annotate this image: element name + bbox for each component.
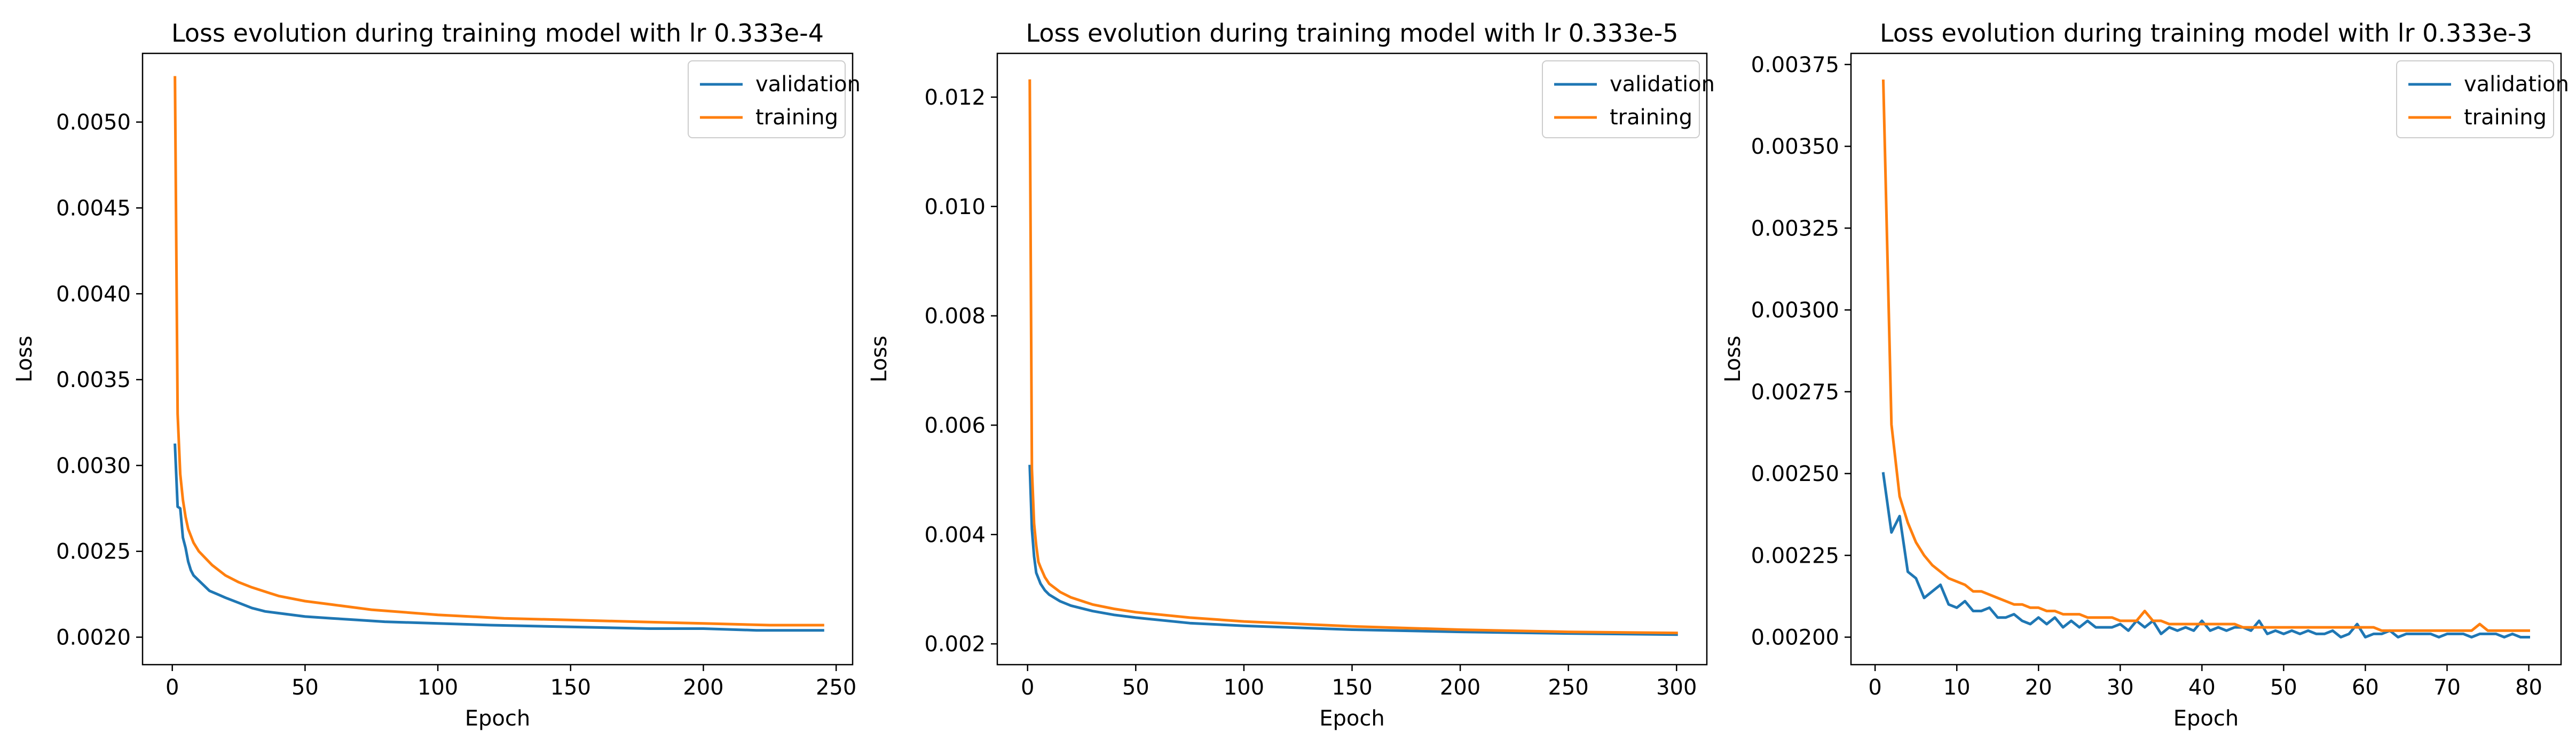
legend-label-validation: validation bbox=[1610, 72, 1715, 97]
x-tick-label: 200 bbox=[1440, 675, 1480, 700]
y-tick-label: 0.0050 bbox=[56, 111, 131, 135]
series-line-validation bbox=[174, 443, 824, 632]
series-group bbox=[1881, 79, 2530, 638]
y-tick-label: 0.0025 bbox=[56, 540, 131, 564]
x-axis-label: Epoch bbox=[1319, 706, 1384, 731]
series-line-training bbox=[1881, 79, 2530, 632]
chart-panel-1: 0 50 100 150 200 250 0.0020 0.0025 0.0030 0.0035 0… bbox=[12, 19, 861, 731]
y-tick-label: 0.008 bbox=[924, 304, 986, 329]
y-tick-label: 0.00275 bbox=[1751, 380, 1839, 405]
x-tick-label: 250 bbox=[1548, 675, 1589, 700]
y-axis-label: Loss bbox=[12, 336, 37, 383]
y-tick-label: 0.0030 bbox=[56, 454, 131, 478]
y-tick-label: 0.0020 bbox=[56, 626, 131, 650]
x-tick-label: 0 bbox=[1868, 675, 1881, 700]
y-axis-label: Loss bbox=[1721, 336, 1745, 383]
chart-title: Loss evolution during training model wit… bbox=[1026, 19, 1679, 48]
legend-label-training: training bbox=[755, 105, 838, 130]
chart-title: Loss evolution during training model wit… bbox=[1880, 19, 2532, 48]
chart-panel-3: 0 10 20 30 40 50 60 70 80 0.00200 0.00225 0.00250 0.… bbox=[1721, 19, 2569, 731]
y-tick-label: 0.002 bbox=[924, 632, 986, 657]
x-tick-label: 150 bbox=[550, 675, 591, 700]
x-tick-label: 100 bbox=[417, 675, 458, 700]
series-line-training bbox=[1028, 79, 1678, 635]
x-tick-label: 30 bbox=[2107, 675, 2134, 700]
y-tick-label: 0.00250 bbox=[1751, 462, 1839, 486]
series-group bbox=[1028, 79, 1678, 636]
x-tick-label: 50 bbox=[1122, 675, 1149, 700]
x-tick-label: 150 bbox=[1332, 675, 1372, 700]
y-tick-label: 0.0045 bbox=[56, 196, 131, 220]
x-axis-label: Epoch bbox=[465, 706, 530, 731]
series-group bbox=[174, 76, 824, 632]
legend-label-training: training bbox=[2464, 105, 2547, 130]
x-tick-label: 0 bbox=[1021, 675, 1034, 700]
x-tick-label: 20 bbox=[2025, 675, 2052, 700]
chart-title: Loss evolution during training model wit… bbox=[171, 19, 824, 48]
legend: validation training bbox=[2396, 60, 2569, 138]
y-tick-label: 0.00200 bbox=[1751, 626, 1839, 650]
legend: validation training bbox=[688, 60, 861, 138]
x-tick-label: 100 bbox=[1224, 675, 1264, 700]
y-tick-label: 0.004 bbox=[924, 523, 986, 547]
series-line-validation bbox=[1881, 472, 2530, 638]
x-tick-label: 50 bbox=[292, 675, 319, 700]
legend-label-validation: validation bbox=[2464, 72, 2569, 97]
y-tick-label: 0.0040 bbox=[56, 282, 131, 306]
axes-frame bbox=[141, 52, 854, 666]
x-tick-label: 40 bbox=[2188, 675, 2216, 700]
legend-label-validation: validation bbox=[755, 72, 861, 97]
legend: validation training bbox=[1542, 60, 1715, 138]
x-tick-label: 200 bbox=[683, 675, 723, 700]
y-tick-label: 0.00300 bbox=[1751, 298, 1839, 323]
axes-frame bbox=[1850, 52, 2562, 666]
x-tick-label: 0 bbox=[166, 675, 179, 700]
y-tick-label: 0.00325 bbox=[1751, 216, 1839, 241]
y-tick-label: 0.010 bbox=[924, 195, 986, 219]
legend-label-training: training bbox=[1610, 105, 1692, 130]
chart-panel-2: 0 50 100 150 200 250 300 0.002 0.004 0.006 0.008 0.… bbox=[867, 19, 1715, 731]
y-axis-label: Loss bbox=[867, 336, 892, 383]
x-tick-label: 60 bbox=[2352, 675, 2379, 700]
x-tick-label: 70 bbox=[2433, 675, 2461, 700]
series-line-training bbox=[174, 76, 824, 627]
y-tick-label: 0.00375 bbox=[1751, 53, 1839, 77]
y-tick-label: 0.0035 bbox=[56, 368, 131, 392]
y-tick-label: 0.006 bbox=[924, 413, 986, 438]
x-tick-label: 80 bbox=[2515, 675, 2542, 700]
x-tick-label: 10 bbox=[1943, 675, 1971, 700]
x-axis-label: Epoch bbox=[2173, 706, 2239, 731]
series-line-validation bbox=[1028, 464, 1678, 636]
x-tick-label: 300 bbox=[1656, 675, 1697, 700]
y-tick-label: 0.00225 bbox=[1751, 543, 1839, 568]
x-tick-label: 50 bbox=[2270, 675, 2297, 700]
y-tick-label: 0.00350 bbox=[1751, 135, 1839, 159]
x-tick-label: 250 bbox=[816, 675, 856, 700]
y-tick-label: 0.012 bbox=[924, 85, 986, 110]
